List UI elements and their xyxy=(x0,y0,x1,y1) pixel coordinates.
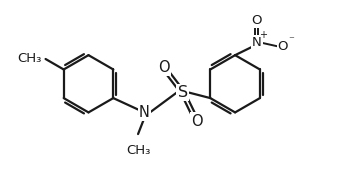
Text: O: O xyxy=(278,40,288,53)
Text: S: S xyxy=(178,85,188,100)
Text: O: O xyxy=(191,114,202,129)
Text: N: N xyxy=(252,36,262,49)
Text: CH₃: CH₃ xyxy=(17,52,41,65)
Text: O: O xyxy=(158,60,169,75)
Text: +: + xyxy=(259,30,267,40)
Text: O: O xyxy=(252,14,262,27)
Text: N: N xyxy=(139,105,150,120)
Text: ⁻: ⁻ xyxy=(289,35,294,45)
Text: CH₃: CH₃ xyxy=(126,144,150,157)
